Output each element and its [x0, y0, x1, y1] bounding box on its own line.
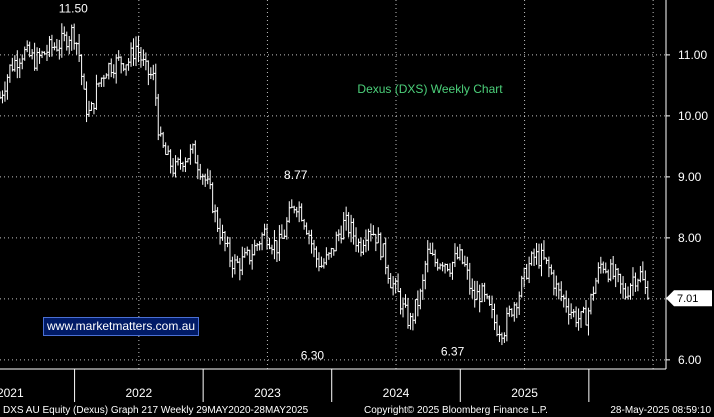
price-annotation: 11.50: [59, 1, 88, 15]
price-annotation: 6.37: [441, 344, 465, 358]
last-price-tag: 7.01: [666, 290, 712, 307]
chart-title: Dexus (DXS) Weekly Chart: [357, 82, 503, 96]
annotations: 11.50 8.77 6.30 6.37: [59, 1, 465, 362]
price-tag-shape: [666, 290, 712, 307]
price-annotation: 6.30: [301, 349, 325, 363]
footer-left: DXS AU Equity (Dexus) Graph 217 Weekly 2…: [3, 405, 309, 416]
y-tick-label: 8.00: [678, 231, 702, 245]
ohlc-bar: [646, 280, 650, 300]
y-tick-label: 11.00: [678, 48, 707, 62]
x-tick-label: 2022: [126, 386, 153, 400]
x-tick-labels: 2021 2022 2023 2024 2025: [0, 386, 538, 400]
price-annotation: 8.77: [284, 168, 308, 182]
price-tag-label: 7.01: [677, 293, 698, 305]
x-tick-label: 2023: [254, 386, 281, 400]
watermark-label: www.marketmatters.com.au: [43, 317, 200, 336]
footer-center: Copyright© 2025 Bloomberg Finance L.P.: [364, 405, 548, 416]
x-tick-label: 2024: [383, 386, 410, 400]
footer-right: 28-May-2025 08:59:10: [610, 405, 711, 416]
y-tick-label: 10.00: [678, 109, 708, 123]
price-bars: [0, 23, 650, 346]
y-tick-label: 9.00: [678, 170, 702, 184]
x-tick-label: 2021: [0, 386, 24, 400]
x-tick-label: 2025: [511, 386, 538, 400]
grid: [0, 0, 666, 369]
y-tick-label: 6.00: [678, 353, 702, 367]
